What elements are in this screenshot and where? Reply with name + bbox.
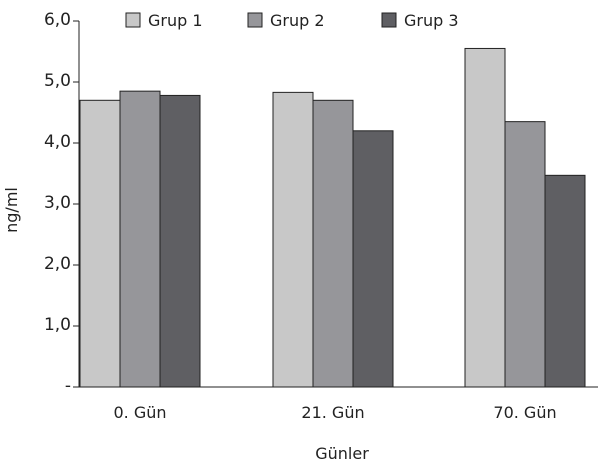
bar-series-2-cat-2 [312,99,354,388]
bar-series-1-cat-3 [464,47,506,388]
legend-swatch [381,12,397,28]
y-tick-label: 5,0 [44,71,71,91]
y-tick-label: 1,0 [44,315,71,335]
bar-series-2-cat-1 [119,90,161,388]
x-axis-title: Günler [315,444,369,463]
axes [73,20,598,388]
legend-swatch [247,12,263,28]
legend-label: Grup 2 [270,11,325,30]
y-axis-title: ng/ml [2,187,21,233]
legend: Grup 1 Grup 2 Grup 3 [125,11,459,30]
y-tick-label: - [65,376,71,396]
bar-series-1-cat-1 [79,99,121,388]
x-tick-label: 70. Gün [493,403,556,422]
bars [79,47,586,388]
bar-series-3-cat-1 [159,94,201,388]
legend-label: Grup 3 [404,11,459,30]
legend-swatch [125,12,141,28]
bar-series-1-cat-2 [272,91,314,388]
y-tick-labels: - 1,0 2,0 3,0 4,0 5,0 6,0 [44,10,71,396]
y-tick-label: 3,0 [44,193,71,213]
x-tick-label: 21. Gün [301,403,364,422]
x-tick-label: 0. Gün [113,403,166,422]
x-tick-labels: 0. Gün 21. Gün 70. Gün [113,403,556,422]
bar-series-3-cat-3 [544,174,586,388]
y-tick-label: 2,0 [44,254,71,274]
y-tick-label: 4,0 [44,132,71,152]
y-tick-label: 6,0 [44,10,71,30]
bar-series-3-cat-2 [352,130,394,388]
bar-series-2-cat-3 [504,121,546,388]
legend-label: Grup 1 [148,11,203,30]
